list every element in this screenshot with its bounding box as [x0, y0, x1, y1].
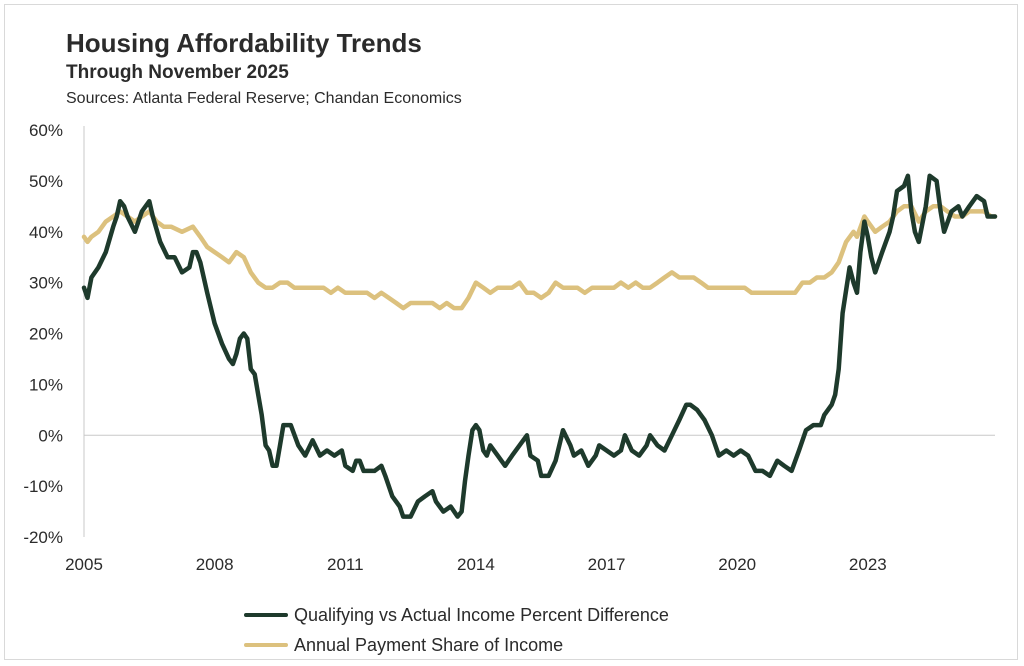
x-tick-label: 2023 [849, 555, 887, 574]
legend-item-qualifying: Qualifying vs Actual Income Percent Diff… [244, 600, 669, 630]
y-tick-label: 30% [29, 274, 63, 293]
chart-source: Sources: Atlanta Federal Reserve; Chanda… [66, 90, 462, 107]
series-lines [81, 173, 998, 519]
x-tick-label: 2008 [196, 555, 234, 574]
y-tick-label: 10% [29, 375, 63, 394]
legend-swatch-payment-share [244, 643, 288, 647]
axes [83, 126, 995, 537]
x-axis-ticks: 2005 2008 2011 2014 2017 2020 2023 [65, 555, 887, 574]
legend: Qualifying vs Actual Income Percent Diff… [244, 600, 669, 660]
legend-item-payment-share: Annual Payment Share of Income [244, 630, 669, 660]
y-tick-label: 20% [29, 325, 63, 344]
x-tick-label: 2017 [588, 555, 626, 574]
chart-frame [4, 4, 1018, 660]
legend-swatch-qualifying [244, 613, 288, 617]
legend-label-payment-share: Annual Payment Share of Income [294, 634, 564, 655]
x-tick-label: 2020 [718, 555, 756, 574]
y-tick-label: 0% [38, 426, 63, 445]
y-tick-label: 60% [29, 121, 63, 140]
y-tick-label: -20% [23, 528, 63, 547]
y-axis-ticks: 60% 50% 40% 30% 20% 10% 0% -10% -20% [23, 121, 63, 547]
legend-label-qualifying: Qualifying vs Actual Income Percent Diff… [294, 604, 669, 625]
x-tick-label: 2014 [457, 555, 495, 574]
y-tick-label: 40% [29, 223, 63, 242]
y-tick-label: -10% [23, 477, 63, 496]
series-line-qualifying [81, 173, 998, 519]
chart-subtitle: Through November 2025 [66, 62, 289, 83]
chart-title: Housing Affordability Trends [66, 28, 422, 58]
series-line-payment-share [81, 204, 998, 311]
x-tick-label: 2011 [327, 555, 364, 574]
x-tick-label: 2005 [65, 555, 103, 574]
y-tick-label: 50% [29, 172, 63, 191]
